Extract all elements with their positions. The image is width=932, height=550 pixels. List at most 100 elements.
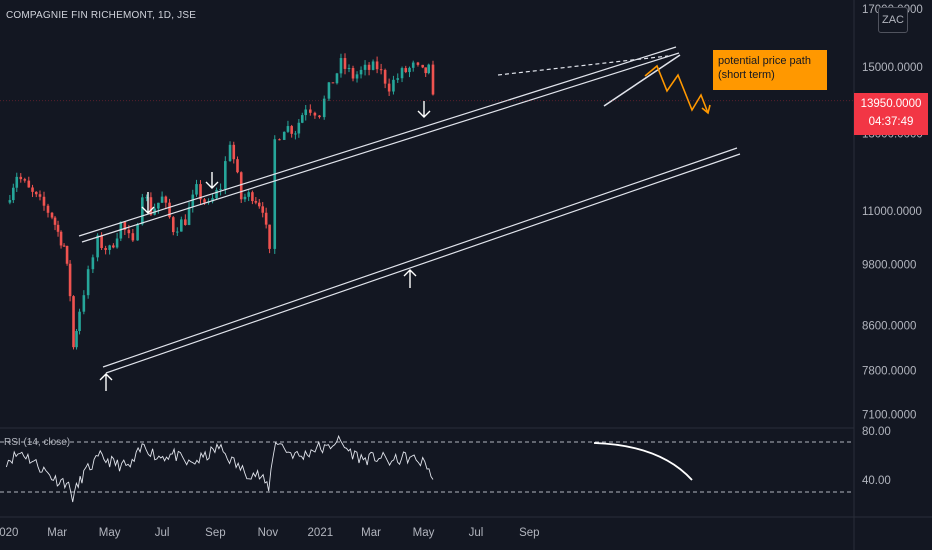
projected-path — [644, 64, 709, 114]
candle-body — [15, 176, 19, 188]
candle-body — [19, 176, 23, 180]
candle-body — [243, 196, 247, 200]
y-tick-label-3: 11000.0000 — [862, 206, 922, 218]
candle-body — [50, 212, 54, 218]
candle-body — [309, 109, 312, 113]
candle-body — [175, 231, 179, 233]
candle-body — [8, 200, 12, 203]
candle-body — [359, 69, 363, 75]
candle-body — [23, 179, 27, 181]
candle-body — [59, 231, 63, 246]
candle-body — [62, 245, 66, 247]
candle-body — [157, 202, 160, 209]
candle-body — [335, 73, 339, 84]
candle-body — [286, 126, 290, 132]
candle-body — [282, 131, 286, 140]
rsi-label: RSI (14, close) — [4, 437, 71, 448]
candle-body — [160, 196, 164, 203]
candle-body — [351, 68, 355, 79]
candle-body — [149, 197, 153, 215]
annotation-line-2: (short term) — [718, 69, 775, 81]
arrow-up-icon — [99, 373, 113, 391]
upper-channel-line-1 — [78, 46, 677, 237]
candle-body — [421, 64, 424, 68]
candle-body — [257, 202, 261, 207]
candle-body — [131, 233, 135, 241]
candle-body — [78, 311, 81, 332]
candle-body — [431, 64, 435, 95]
candle-body — [38, 194, 42, 197]
candle-body — [239, 172, 243, 200]
candle-body — [68, 263, 72, 297]
candle-body — [12, 187, 15, 201]
candle-body — [199, 184, 202, 200]
candle-body — [367, 64, 371, 70]
candle-body — [375, 61, 379, 70]
candle-body — [304, 109, 308, 116]
projected-path-arrow-icon — [701, 104, 711, 115]
candle-body — [65, 245, 69, 264]
chart-title: COMPAGNIE FIN RICHEMONT, 1D, JSE — [6, 10, 197, 21]
candle-body — [72, 296, 75, 348]
main-pane — [0, 46, 854, 391]
candle-body — [42, 196, 46, 206]
candle-body — [53, 217, 57, 225]
currency-badge[interactable]: ZAC — [878, 7, 908, 33]
lower-channel-line-1 — [102, 147, 738, 368]
candle-body — [168, 202, 171, 218]
candle-body — [383, 69, 387, 84]
annotation-note[interactable]: potential price path (short term) — [713, 50, 827, 90]
arrow-down-icon — [205, 172, 219, 189]
candle-body — [343, 58, 347, 69]
candle-body — [211, 198, 214, 202]
x-tick-label-10: Sep — [519, 527, 539, 539]
rsi-tick-label-1: 40.00 — [862, 475, 891, 487]
candle-body — [195, 184, 198, 195]
candle-body — [236, 159, 239, 173]
candle-body — [108, 245, 111, 250]
x-tick-label-3: Jul — [155, 527, 170, 539]
x-tick-label-9: Jul — [469, 527, 484, 539]
candle-body — [313, 112, 317, 116]
candle-body — [408, 67, 411, 73]
candle-body — [363, 64, 367, 70]
candle-body — [203, 199, 206, 203]
candle-body — [171, 217, 175, 233]
bar-countdown: 04:37:49 — [868, 116, 914, 128]
candle-body — [247, 192, 250, 197]
candle-body — [56, 224, 60, 232]
candle-body — [427, 64, 430, 74]
candle-body — [254, 201, 258, 203]
candle-body — [327, 82, 331, 99]
candle-body — [232, 144, 236, 160]
candle-body — [290, 126, 293, 134]
rsi-trend-curve — [593, 442, 693, 481]
candle-body — [273, 139, 277, 249]
candle-body — [127, 229, 131, 234]
candle-body — [91, 257, 95, 270]
x-tick-label-8: May — [413, 527, 435, 539]
candle-body — [34, 191, 38, 195]
candle-body — [219, 188, 222, 190]
candle-body — [31, 187, 34, 192]
rsi-line — [5, 434, 434, 503]
x-tick-label-4: Sep — [205, 527, 225, 539]
candle-body — [404, 68, 408, 73]
rsi-tick-label-0: 80.00 — [862, 426, 891, 438]
candle-body — [75, 331, 78, 348]
candle-body — [164, 196, 168, 203]
candle-body — [215, 189, 218, 199]
candle-body — [46, 205, 50, 213]
candle-body — [82, 295, 86, 312]
candle-body — [322, 98, 326, 118]
x-tick-label-5: Nov — [258, 527, 279, 539]
candle-body — [96, 235, 99, 258]
candle-body — [191, 194, 195, 207]
candle-body — [355, 74, 359, 79]
last-price-value: 13950.0000 — [860, 98, 922, 110]
candle-body — [297, 122, 301, 134]
candle-body — [339, 58, 343, 74]
candle-body — [278, 139, 281, 141]
